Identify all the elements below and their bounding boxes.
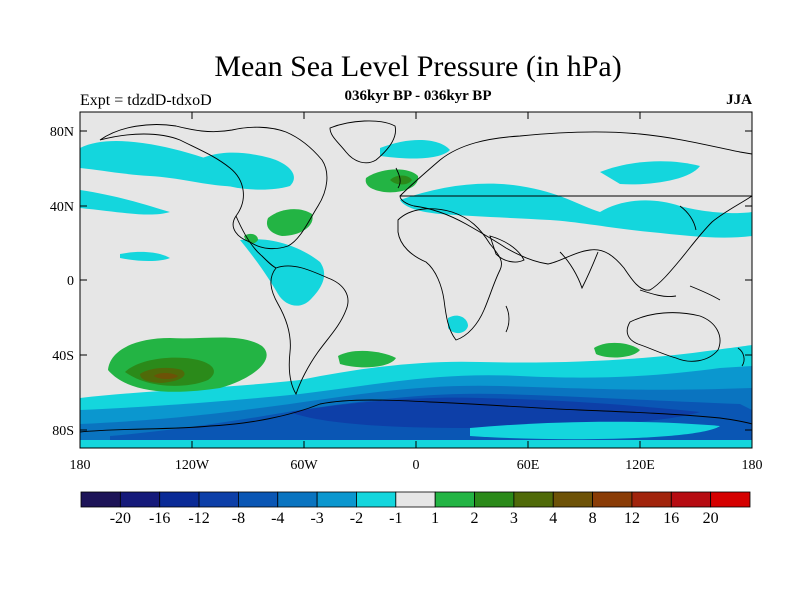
y-tick-label-0: 80N [50,125,74,140]
coast-british-isles [395,167,401,189]
colorbar-label: 1 [431,510,439,527]
colorbar-label: -16 [149,510,170,527]
coast-australia [626,312,721,362]
colorbar-label: -1 [389,510,402,527]
x-tick-label-6: 180 [742,458,763,473]
field-north-atlantic-cyan [380,139,450,159]
colorbar-label: -2 [350,510,363,527]
field-indian-ocean-green [594,342,640,358]
colorbar-labels: -20 -16 -12 -8 -4 -3 -2 -1 1 2 3 4 8 12 16 20 [110,510,719,527]
colorbar [80,491,751,508]
coast-india [559,251,599,290]
colorbar-swatch [592,491,633,508]
colorbar-swatch [356,491,397,508]
map-subtitle: 036kyr BP - 036kyr BP [344,88,492,104]
x-tick-label-4: 60E [517,458,540,473]
coast-new-zealand [737,347,745,367]
coast-maritime [639,285,721,301]
coast-arabia [489,235,525,263]
colorbar-swatch [513,491,554,508]
colorbar-swatch [434,491,475,508]
coast-central-america [235,215,277,269]
field-north-america-cyan [190,152,294,190]
axis-labels: 180 120W 60W 0 60E 120E 180 80N 40N 0 40… [50,125,763,473]
season-label: JJA [726,92,752,108]
colorbar-swatch [80,491,121,508]
map-panel: 180 120W 60W 0 60E 120E 180 80N 40N 0 40… [50,111,763,473]
colorbar-label: 8 [589,510,597,527]
colorbar-swatch [631,491,672,508]
coast-japan [679,205,697,231]
colorbar-label: -3 [310,510,323,527]
colorbar-swatch [238,491,279,508]
coast-africa [397,208,502,341]
y-tick-label-3: 40S [52,349,74,364]
colorbar-label: 20 [703,510,719,527]
x-tick-label-5: 120E [625,458,655,473]
axis-ticks [80,112,752,448]
colorbar-swatch [552,491,593,508]
coast-south-america [270,265,349,396]
x-tick-label-3: 0 [413,458,420,473]
field-southern-ocean-blue4 [290,397,700,428]
colorbar-swatch [395,491,436,508]
map-title: Mean Sea Level Pressure (in hPa) [214,50,622,83]
x-tick-label-1: 120W [175,458,210,473]
field-southern-ocean-cyan-inner [470,421,720,440]
colorbar-label: 2 [471,510,479,527]
field-tropical-pacific-cyan [120,251,170,261]
y-tick-label-4: 80S [52,424,74,439]
colorbar-swatch [710,491,751,508]
colorbar-label: -8 [232,510,245,527]
colorbar-swatch [277,491,318,508]
field-south-atlantic-green [338,350,396,368]
coast-antarctica [80,399,752,433]
colorbar-swatch [198,491,239,508]
field-south-pacific-brown [154,373,178,379]
colorbar-label: 12 [624,510,640,527]
experiment-label: Expt = tdzdD-tdxoD [80,92,212,109]
coast-north-america [99,124,328,250]
colorbar-swatch [119,491,161,508]
y-tick-label-2: 0 [67,274,74,289]
colorbar-swatch [670,491,712,508]
x-tick-label-0: 180 [70,458,91,473]
colorbar-label: -4 [271,510,284,527]
coast-madagascar [505,305,510,333]
field-south-atlantic-cyan [448,315,468,334]
field-siberia-cyan [600,161,700,185]
colorbar-swatch [316,491,357,508]
x-tick-label-2: 60W [290,458,318,473]
field-europe-cyan [400,183,752,238]
field-north-atlantic-green [266,209,313,236]
colorbar-swatch [159,491,200,508]
colorbar-label: -12 [188,510,209,527]
coast-greenland [329,120,396,164]
colorbar-swatch [474,491,515,508]
colorbar-label: 4 [549,510,557,527]
field-europe-darkgreen [390,175,412,185]
colorbar-label: 16 [663,510,679,527]
colorbar-label: 3 [510,510,518,527]
coast-eurasia [399,131,752,291]
field-north-pacific-cyan2 [80,190,170,215]
coastlines [80,120,752,433]
y-tick-label-1: 40N [50,200,74,215]
colorbar-label: -20 [110,510,131,527]
